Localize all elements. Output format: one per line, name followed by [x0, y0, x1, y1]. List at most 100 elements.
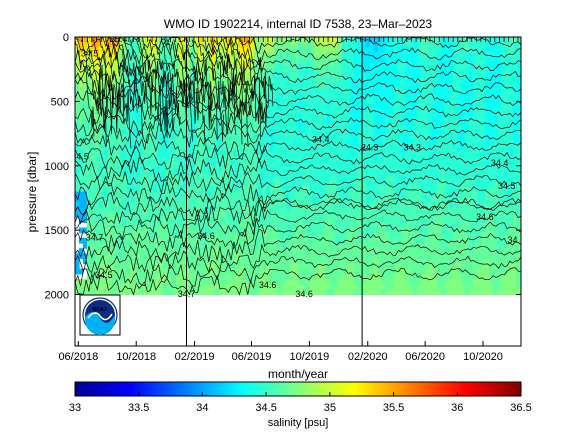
salinity-cell — [242, 206, 247, 213]
salinity-cell — [138, 140, 144, 146]
salinity-cell — [309, 88, 315, 95]
salinity-cell — [441, 284, 446, 290]
salinity-cell — [449, 243, 454, 249]
salinity-cell — [373, 248, 379, 254]
salinity-cell — [329, 176, 335, 182]
salinity-cell — [178, 248, 184, 254]
salinity-cell — [393, 273, 399, 280]
salinity-cell — [437, 67, 442, 74]
salinity-cell — [385, 73, 391, 79]
salinity-cell — [90, 206, 96, 213]
salinity-cell — [166, 47, 172, 54]
salinity-cell — [214, 284, 219, 290]
salinity-cell — [373, 124, 379, 131]
salinity-cell — [290, 150, 295, 157]
salinity-cell — [393, 284, 399, 290]
salinity-cell — [150, 263, 156, 270]
salinity-cell — [186, 279, 192, 285]
salinity-cell — [441, 52, 446, 59]
salinity-cell — [234, 186, 239, 193]
salinity-cell — [110, 263, 116, 270]
salinity-cell — [262, 62, 267, 69]
salinity-cell — [441, 268, 446, 275]
salinity-cell — [317, 170, 323, 177]
salinity-cell — [453, 88, 458, 95]
salinity-cell — [413, 263, 419, 270]
salinity-cell — [353, 289, 359, 296]
salinity-cell — [413, 217, 419, 223]
salinity-cell — [389, 248, 395, 254]
salinity-cell — [413, 47, 419, 54]
salinity-cell — [381, 114, 387, 120]
salinity-cell — [262, 165, 267, 172]
salinity-cell — [377, 73, 383, 79]
salinity-cell — [270, 83, 275, 90]
salinity-cell — [246, 176, 251, 182]
salinity-cell — [345, 160, 351, 167]
salinity-cell — [321, 284, 327, 290]
salinity-cell — [445, 170, 450, 177]
salinity-cell — [90, 181, 96, 187]
salinity-cell — [393, 52, 399, 59]
salinity-cell — [377, 268, 383, 275]
salinity-cell — [106, 42, 112, 48]
salinity-cell — [106, 258, 112, 265]
salinity-cell — [465, 140, 470, 146]
salinity-cell — [409, 191, 415, 198]
salinity-cell — [461, 140, 466, 146]
salinity-cell — [417, 268, 423, 275]
salinity-cell — [118, 160, 124, 167]
salinity-cell — [270, 129, 275, 136]
salinity-cell — [417, 155, 423, 162]
salinity-cell — [301, 232, 307, 239]
salinity-cell — [190, 109, 196, 115]
salinity-cell — [150, 217, 156, 223]
salinity-cell — [238, 263, 243, 270]
salinity-cell — [457, 191, 462, 198]
salinity-cell — [110, 201, 116, 208]
salinity-cell — [393, 176, 399, 182]
salinity-cell — [425, 248, 431, 254]
salinity-cell — [222, 248, 227, 254]
salinity-cell — [226, 237, 231, 244]
salinity-cell — [154, 57, 160, 64]
salinity-cell — [473, 98, 478, 105]
salinity-cell — [305, 268, 311, 275]
salinity-cell — [389, 57, 395, 64]
salinity-cell — [238, 181, 243, 187]
salinity-cell — [258, 176, 263, 182]
salinity-cell — [325, 201, 331, 208]
salinity-cell — [457, 273, 462, 280]
salinity-cell — [405, 98, 411, 105]
salinity-cell — [461, 176, 466, 182]
salinity-cell — [305, 289, 311, 296]
salinity-cell — [162, 78, 168, 84]
salinity-cell — [82, 289, 88, 296]
salinity-cell — [206, 119, 211, 126]
salinity-cell — [118, 57, 124, 64]
salinity-cell — [194, 150, 200, 157]
salinity-cell — [413, 52, 419, 59]
salinity-cell — [142, 248, 148, 254]
salinity-cell — [230, 279, 235, 285]
salinity-cell — [266, 52, 271, 59]
salinity-cell — [409, 83, 415, 90]
salinity-cell — [190, 186, 196, 193]
salinity-cell — [345, 165, 351, 172]
salinity-cell — [230, 186, 235, 193]
salinity-cell — [146, 52, 152, 59]
salinity-cell — [313, 62, 319, 69]
salinity-cell — [349, 268, 355, 275]
salinity-cell — [258, 258, 263, 265]
salinity-cell — [433, 201, 438, 208]
salinity-cell — [389, 237, 395, 244]
salinity-cell — [433, 227, 438, 234]
salinity-cell — [361, 248, 367, 254]
salinity-cell — [230, 119, 235, 126]
salinity-cell — [457, 181, 462, 187]
salinity-cell — [341, 83, 347, 90]
salinity-cell — [453, 37, 458, 43]
salinity-cell — [453, 196, 458, 203]
salinity-cell — [305, 237, 311, 244]
salinity-cell — [142, 129, 148, 136]
